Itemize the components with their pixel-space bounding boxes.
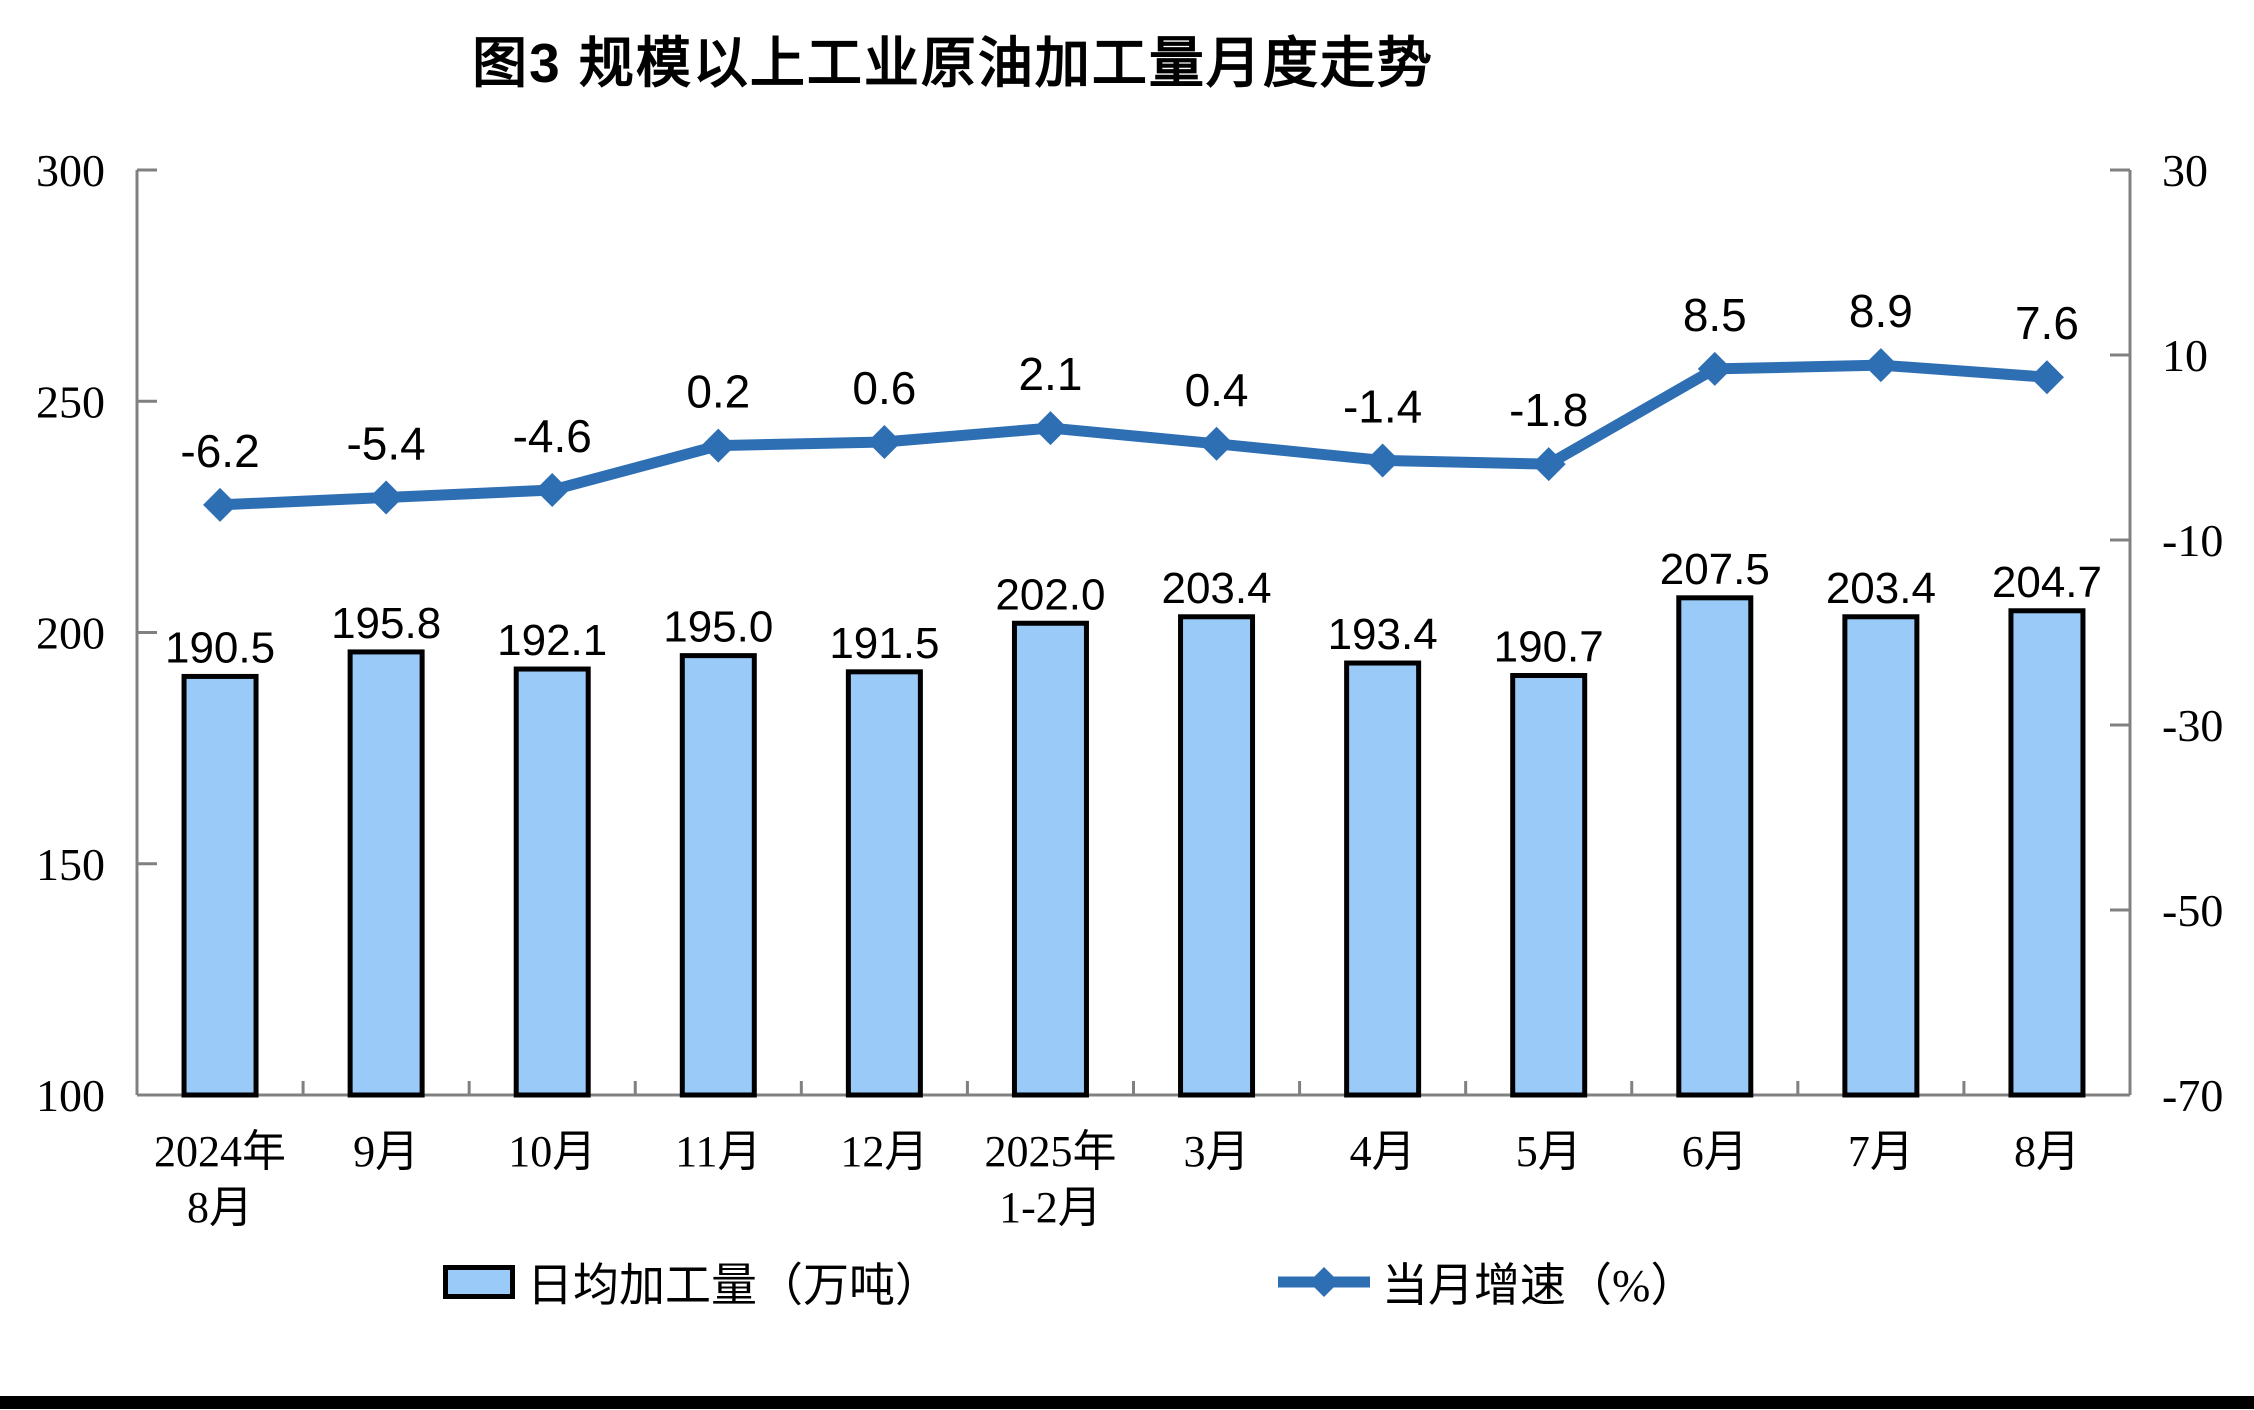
bar-value-label: 204.7 xyxy=(1992,558,2102,607)
bar xyxy=(181,673,259,1098)
line-marker-diamond-icon xyxy=(1697,351,1732,386)
line-marker-diamond-icon xyxy=(1531,447,1566,482)
bar xyxy=(1510,673,1588,1098)
bar xyxy=(1178,614,1256,1098)
bar xyxy=(679,653,757,1098)
line-marker-diamond-icon xyxy=(1033,411,1068,446)
bar xyxy=(1676,595,1754,1098)
line-marker-diamond-icon xyxy=(1199,426,1234,461)
bar xyxy=(1344,660,1422,1098)
bar-value-label: 195.8 xyxy=(331,599,441,648)
line-marker-diamond-icon xyxy=(203,487,238,522)
x-category-label: 3月 xyxy=(1184,1127,1250,1176)
x-category-label: 5月 xyxy=(1516,1127,1582,1176)
bar-value-label: 190.7 xyxy=(1494,623,1604,672)
right-axis-tick-label: -10 xyxy=(2162,515,2223,566)
line-series-swatch-icon xyxy=(1278,1267,1370,1297)
legend-bar-label: 日均加工量（万吨） xyxy=(527,1260,941,1311)
line-value-label: 2.1 xyxy=(1018,348,1082,400)
bar-value-label: 202.0 xyxy=(995,570,1105,619)
bar xyxy=(845,669,923,1098)
x-category-label: 10月 xyxy=(508,1127,596,1176)
left-axis-tick-label: 100 xyxy=(36,1070,105,1121)
x-category-label: 12月 xyxy=(840,1127,928,1176)
line-value-label: 0.6 xyxy=(852,362,916,414)
line-value-label: 0.4 xyxy=(1185,364,1249,416)
left-axis-tick-label: 150 xyxy=(36,839,105,890)
right-axis-tick-label: -70 xyxy=(2162,1070,2223,1121)
right-axis-tick-label: 30 xyxy=(2162,145,2208,196)
x-category-label: 6月 xyxy=(1682,1127,1748,1176)
right-axis-tick-label: -30 xyxy=(2162,700,2223,751)
growth-line xyxy=(214,359,2053,511)
bar-value-label: 195.0 xyxy=(663,603,773,652)
x-category-label: 9月 xyxy=(353,1127,419,1176)
bar-value-label: 190.5 xyxy=(165,623,275,672)
left-axis-tick-label: 250 xyxy=(36,376,105,427)
line-marker-diamond-icon xyxy=(369,480,404,515)
x-category-label: 2024年 8月 xyxy=(154,1127,286,1232)
line-value-label: -6.2 xyxy=(180,425,259,477)
x-category-label: 4月 xyxy=(1350,1127,1416,1176)
line-marker-diamond-icon xyxy=(701,428,736,463)
bar-value-label: 192.1 xyxy=(497,616,607,665)
left-axis-tick-label: 200 xyxy=(36,608,105,659)
left-axis-tick-label: 300 xyxy=(36,145,105,196)
x-category-label: 7月 xyxy=(1848,1127,1914,1176)
line-value-label: 7.6 xyxy=(2015,297,2079,349)
bottom-rule xyxy=(0,1396,2254,1409)
bar-series-swatch-icon xyxy=(443,1265,515,1299)
line-value-label: 0.2 xyxy=(686,366,750,418)
line-marker-diamond-icon xyxy=(1365,443,1400,478)
line-marker-diamond-icon xyxy=(2029,360,2064,395)
line-value-label: 8.9 xyxy=(1849,285,1913,337)
x-category-label: 11月 xyxy=(675,1127,761,1176)
line-value-label: -1.8 xyxy=(1509,384,1588,436)
line-value-label: 8.5 xyxy=(1683,289,1747,341)
legend-item-bar: 日均加工量（万吨） xyxy=(443,1258,941,1311)
line-marker-diamond-icon xyxy=(1863,348,1898,383)
bar xyxy=(347,649,425,1098)
bar xyxy=(1842,614,1920,1098)
line-value-label: -1.4 xyxy=(1343,380,1422,432)
bar-value-label: 193.4 xyxy=(1328,610,1438,659)
legend-line-label: 当月增速（%） xyxy=(1382,1260,1697,1311)
line-value-label: -5.4 xyxy=(346,417,425,469)
x-category-label: 8月 xyxy=(2014,1127,2080,1176)
bar xyxy=(513,666,591,1098)
bar xyxy=(2008,608,2086,1098)
legend-item-line: 当月增速（%） xyxy=(1278,1258,1696,1311)
bar-value-label: 203.4 xyxy=(1161,564,1271,613)
x-category-label: 2025年 1-2月 xyxy=(984,1127,1116,1232)
chart-title: 图3 规模以上工业原油加工量月度走势 xyxy=(472,32,1434,94)
line-value-label: -4.6 xyxy=(513,410,592,462)
line-marker-diamond-icon xyxy=(535,473,570,508)
right-axis-tick-label: 10 xyxy=(2162,330,2208,381)
bar xyxy=(1011,620,1089,1098)
line-marker-diamond-icon xyxy=(867,424,902,459)
bar-value-label: 191.5 xyxy=(829,619,939,668)
bar-value-label: 203.4 xyxy=(1826,564,1936,613)
right-axis-tick-label: -50 xyxy=(2162,885,2223,936)
bar-value-label: 207.5 xyxy=(1660,545,1770,594)
